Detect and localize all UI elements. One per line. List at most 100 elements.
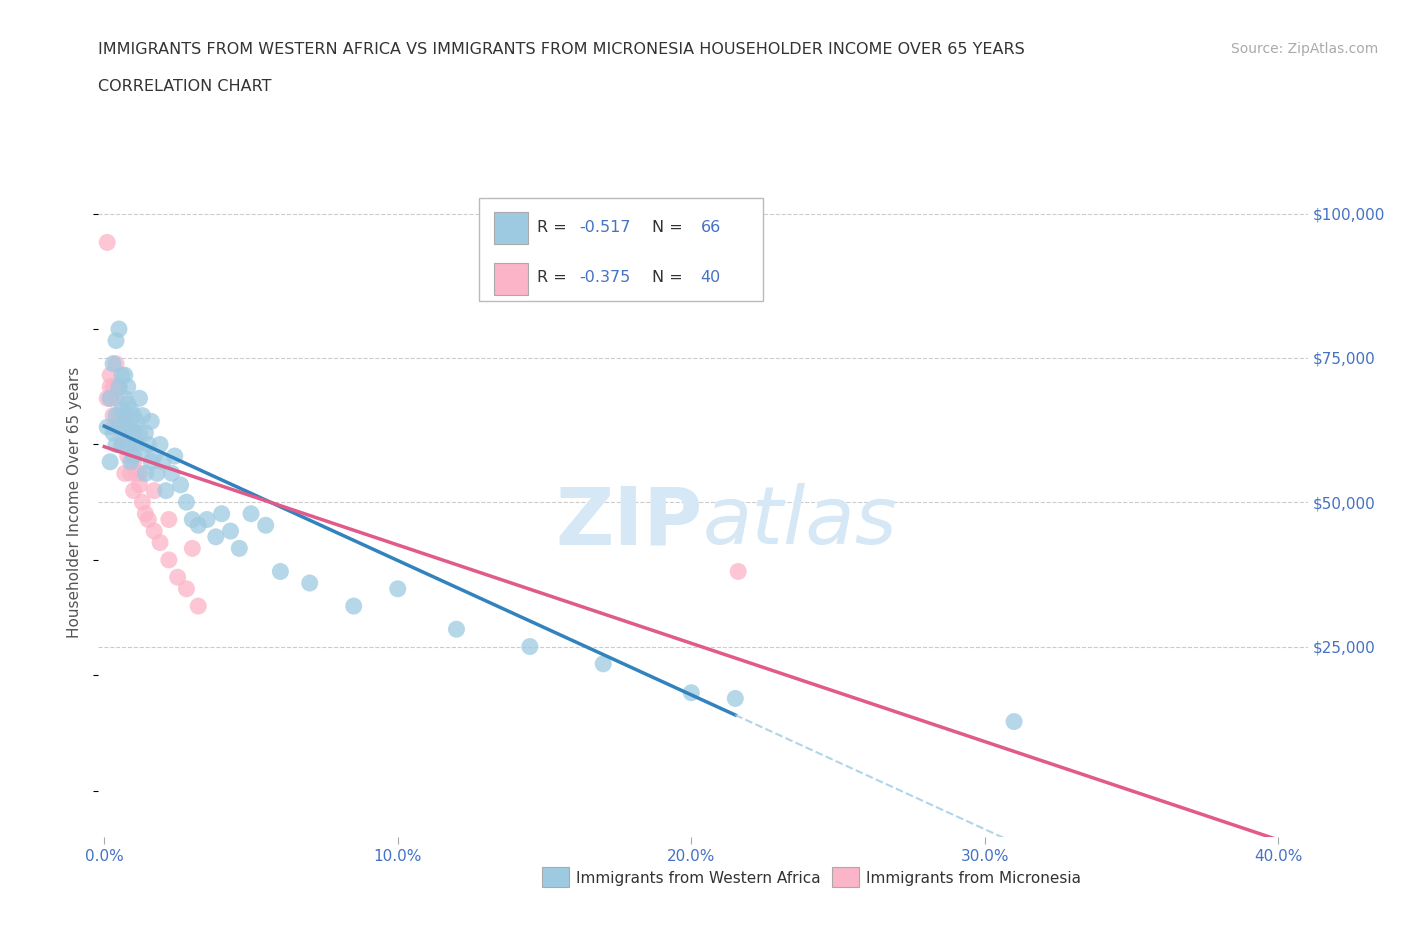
Point bbox=[117, 379, 139, 394]
Point bbox=[108, 408, 131, 423]
Point bbox=[181, 541, 204, 556]
Point bbox=[128, 426, 150, 441]
Point bbox=[111, 419, 134, 434]
Bar bbox=[832, 867, 859, 887]
Point bbox=[387, 581, 409, 596]
Bar bbox=[494, 212, 527, 244]
Point bbox=[131, 443, 153, 458]
Text: Source: ZipAtlas.com: Source: ZipAtlas.com bbox=[1230, 42, 1378, 56]
Point bbox=[169, 477, 191, 492]
Point bbox=[96, 419, 118, 434]
Point bbox=[219, 524, 242, 538]
Bar bbox=[543, 867, 569, 887]
Point bbox=[160, 466, 183, 481]
Point bbox=[592, 657, 614, 671]
Point bbox=[108, 379, 131, 394]
Point bbox=[228, 541, 250, 556]
Point bbox=[157, 512, 180, 527]
Text: R =: R = bbox=[537, 219, 572, 234]
Point bbox=[149, 437, 172, 452]
Point bbox=[111, 367, 134, 382]
Point bbox=[724, 691, 747, 706]
Point bbox=[108, 379, 131, 394]
Text: Immigrants from Western Africa: Immigrants from Western Africa bbox=[576, 871, 821, 886]
Point bbox=[343, 599, 366, 614]
Bar bbox=[494, 262, 527, 295]
Point bbox=[114, 466, 136, 481]
Point bbox=[120, 466, 142, 481]
Point bbox=[163, 448, 186, 463]
Point bbox=[143, 524, 166, 538]
Point bbox=[111, 437, 134, 452]
Point bbox=[136, 512, 159, 527]
Point bbox=[101, 408, 124, 423]
Point bbox=[105, 391, 128, 405]
Point bbox=[149, 535, 172, 550]
Point bbox=[727, 564, 749, 578]
Point bbox=[146, 466, 169, 481]
Point bbox=[195, 512, 218, 527]
Point bbox=[108, 322, 131, 337]
Point bbox=[240, 506, 263, 521]
Point bbox=[141, 455, 163, 470]
Point bbox=[446, 622, 468, 637]
Point bbox=[98, 391, 121, 405]
Text: ZIP: ZIP bbox=[555, 484, 703, 562]
Point bbox=[269, 564, 291, 578]
Point bbox=[122, 426, 145, 441]
Point bbox=[105, 356, 128, 371]
Point bbox=[114, 391, 136, 405]
Point bbox=[176, 495, 198, 510]
Point bbox=[122, 448, 145, 463]
Point bbox=[120, 437, 142, 452]
Point bbox=[96, 235, 118, 250]
Text: N =: N = bbox=[652, 219, 688, 234]
Point bbox=[117, 396, 139, 411]
Point bbox=[134, 426, 156, 441]
Point bbox=[131, 495, 153, 510]
Point bbox=[519, 639, 541, 654]
Point bbox=[117, 437, 139, 452]
Point bbox=[131, 408, 153, 423]
Point bbox=[105, 437, 128, 452]
Point bbox=[108, 419, 131, 434]
Text: atlas: atlas bbox=[703, 484, 898, 562]
Point bbox=[98, 379, 121, 394]
Point bbox=[120, 403, 142, 418]
Point bbox=[108, 419, 131, 434]
Text: -0.375: -0.375 bbox=[579, 271, 631, 286]
Point bbox=[98, 367, 121, 382]
Point bbox=[211, 506, 233, 521]
Point bbox=[181, 512, 204, 527]
Point bbox=[114, 367, 136, 382]
Point bbox=[96, 391, 118, 405]
Point bbox=[134, 466, 156, 481]
Y-axis label: Householder Income Over 65 years: Householder Income Over 65 years bbox=[67, 366, 83, 638]
Point bbox=[143, 448, 166, 463]
Point bbox=[1002, 714, 1025, 729]
Point bbox=[111, 403, 134, 418]
Point bbox=[117, 426, 139, 441]
Text: Immigrants from Micronesia: Immigrants from Micronesia bbox=[866, 871, 1081, 886]
Point bbox=[122, 408, 145, 423]
Point bbox=[298, 576, 321, 591]
Text: -0.517: -0.517 bbox=[579, 219, 631, 234]
Text: 40: 40 bbox=[700, 271, 721, 286]
FancyBboxPatch shape bbox=[479, 197, 763, 301]
Point bbox=[155, 484, 177, 498]
Point bbox=[157, 552, 180, 567]
Point bbox=[187, 518, 209, 533]
Point bbox=[98, 391, 121, 405]
Point bbox=[134, 506, 156, 521]
Point bbox=[204, 529, 226, 544]
Point bbox=[101, 356, 124, 371]
Point bbox=[101, 419, 124, 434]
Point bbox=[98, 455, 121, 470]
Point bbox=[120, 455, 142, 470]
Point bbox=[125, 437, 148, 452]
Point bbox=[117, 448, 139, 463]
Point bbox=[152, 455, 174, 470]
Text: IMMIGRANTS FROM WESTERN AFRICA VS IMMIGRANTS FROM MICRONESIA HOUSEHOLDER INCOME : IMMIGRANTS FROM WESTERN AFRICA VS IMMIGR… bbox=[98, 42, 1025, 57]
Point bbox=[122, 484, 145, 498]
Point bbox=[254, 518, 277, 533]
